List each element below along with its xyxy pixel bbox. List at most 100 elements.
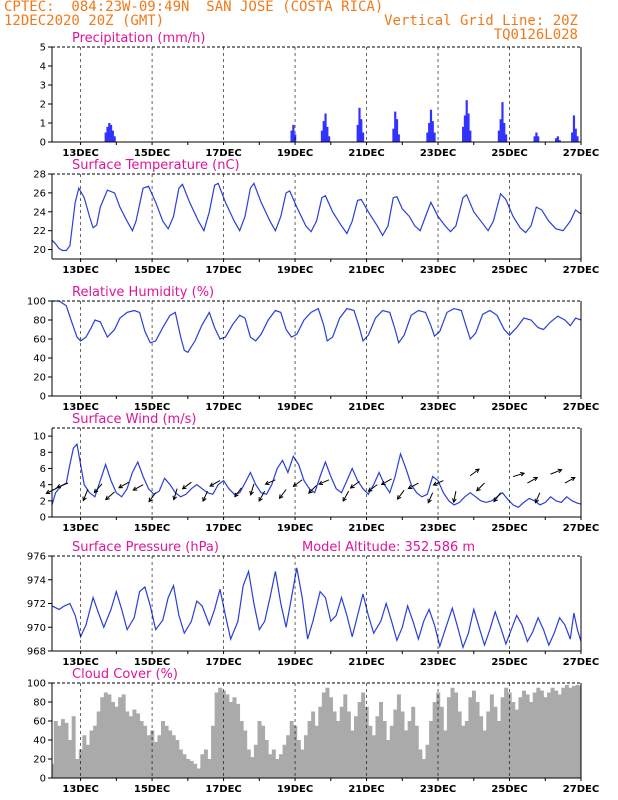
cloud-cover-bar-138 (543, 697, 548, 778)
cloud-cover-xtick-label: 27DEC (563, 784, 599, 795)
pressure-xtick-label: 21DEC (348, 657, 384, 668)
wind-ytick-label: 8 (40, 448, 46, 459)
wind-arrow-30 (476, 482, 485, 492)
temperature-xtick-label: 23DEC (420, 265, 456, 276)
wind-arrow-26 (427, 492, 434, 504)
humidity-ytick-label: 20 (33, 373, 46, 384)
precipitation-bar-38 (535, 132, 538, 142)
precipitation-bar-35 (503, 123, 506, 142)
humidity-ytick-label: 60 (33, 335, 46, 346)
precipitation-bar-2 (108, 123, 111, 142)
cloud-cover-bar-48 (221, 690, 226, 778)
cloud-cover-bar-121 (482, 730, 487, 778)
precipitation-bar-36 (504, 134, 508, 142)
temperature-xtick-label: 13DEC (62, 265, 98, 276)
cloud-cover-bar-65 (282, 744, 287, 778)
cloud-cover-bar-96 (393, 709, 398, 778)
precipitation-bar-39 (537, 136, 540, 142)
precipitation-xtick-label: 13DEC (62, 148, 98, 159)
cloud-cover-ytick-label: 100 (27, 679, 46, 690)
precipitation-bar-23 (428, 123, 431, 142)
cloud-cover-bar-18 (114, 706, 119, 778)
precipitation-bar-14 (356, 124, 359, 142)
cloud-cover-ytick-label: 60 (33, 717, 46, 728)
cloud-cover-bar-97 (396, 694, 401, 778)
cloud-cover-bar-95 (389, 725, 394, 778)
temperature-xtick-label: 25DEC (491, 265, 527, 276)
cloud-cover-bar-62 (271, 749, 276, 778)
precipitation-bar-24 (429, 109, 433, 142)
wind-panel: Surface Wind (m/s) 0 2 4 6 8 10 13DEC 15DEC 17DEC… (33, 412, 599, 534)
cloud-cover-bar-74 (314, 725, 319, 778)
wind-arrow-21 (349, 480, 360, 489)
precipitation-xtick-label: 15DEC (134, 148, 170, 159)
wind-arrow-28 (452, 491, 457, 504)
wind-arrow-16 (278, 489, 287, 500)
cloud-cover-bar-108 (436, 692, 441, 778)
humidity-xtick-label: 25DEC (491, 402, 527, 413)
cloud-cover-bar-134 (529, 702, 534, 778)
precipitation-ytick-label: 2 (40, 100, 46, 111)
cloud-cover-bar-85 (354, 716, 359, 778)
wind-arrow-11 (209, 480, 221, 487)
wind-arrow-33 (527, 477, 539, 484)
precipitation-bar-16 (360, 119, 363, 142)
precipitation-xtick-label: 23DEC (420, 148, 456, 159)
wind-arrow-23 (380, 478, 392, 485)
cloud-cover-bar-1 (53, 721, 58, 778)
temperature-ytick-label: 22 (33, 226, 46, 237)
precipitation-bar-34 (501, 102, 504, 142)
cloud-cover-ytick-label: 20 (33, 755, 46, 766)
precipitation-bar-15 (358, 107, 361, 142)
cloud-cover-bar-86 (357, 702, 362, 778)
wind-arrow-3 (93, 483, 103, 494)
header-station: CPTEC: 084:23W-09:49N SAN JOSE (COSTA RI… (4, 0, 384, 15)
cloud-cover-bar-128 (507, 692, 512, 778)
cloud-cover-bar-14 (100, 697, 105, 778)
wind-arrow-8 (172, 488, 178, 501)
cloud-cover-bar-70 (300, 749, 305, 778)
precipitation-bar-21 (397, 134, 400, 142)
precipitation-bar-25 (431, 121, 434, 142)
wind-xtick-label: 23DEC (420, 523, 456, 534)
cloud-cover-bar-144 (564, 684, 569, 778)
cloud-cover-bar-124 (493, 706, 498, 778)
cloud-cover-bar-56 (250, 757, 255, 778)
temperature-ytick-label: 26 (33, 188, 46, 199)
cloud-cover-bar-69 (296, 740, 301, 778)
cloud-cover-bar-47 (218, 687, 223, 778)
cloud-cover-bar-38 (186, 759, 191, 778)
cloud-cover-bar-9 (82, 735, 87, 778)
cloud-cover-bar-129 (511, 702, 516, 778)
wind-arrow-31 (493, 492, 501, 503)
temperature-xtick-label: 21DEC (348, 265, 384, 276)
cloud-cover-bar-45 (211, 725, 216, 778)
cloud-cover-bar-77 (325, 687, 330, 778)
humidity-ytick-label: 80 (33, 316, 46, 327)
precipitation-bar-27 (462, 126, 465, 142)
humidity-panel: Relative Humidity (%) 0 20 40 60 80 100 13DEC 15… (27, 285, 599, 413)
cloud-cover-bar-25 (139, 721, 144, 778)
precipitation-bar-11 (324, 113, 327, 142)
wind-xtick-label: 25DEC (491, 523, 527, 534)
cloud-cover-bar-103 (418, 749, 423, 778)
cloud-cover-bar-39 (189, 760, 194, 778)
cloud-cover-bar-87 (361, 692, 366, 778)
header-grid-line: Vertical Grid Line: 20Z (384, 13, 578, 29)
cloud-cover-bar-114 (457, 711, 462, 778)
pressure-xtick-label: 15DEC (134, 657, 170, 668)
cloud-cover-bar-139 (547, 692, 552, 778)
humidity-xtick-label: 15DEC (134, 402, 170, 413)
wind-xtick-label: 13DEC (62, 523, 98, 534)
cloud-cover-bar-63 (275, 759, 280, 778)
temperature-xtick-label: 17DEC (205, 265, 241, 276)
precipitation-ytick-label: 5 (40, 43, 46, 54)
precipitation-panel: Precipitation (mm/h) 0 1 2 3 4 5 13DEC 15DEC 17DE… (40, 31, 600, 159)
cloud-cover-bar-140 (550, 687, 555, 778)
cloud-cover-bar-119 (475, 702, 480, 778)
cloud-cover-bar-16 (107, 694, 112, 778)
precipitation-xtick-label: 17DEC (205, 148, 241, 159)
cloud-cover-ytick-label: 0 (40, 774, 46, 785)
cloud-cover-ytick-label: 40 (33, 736, 46, 747)
cloud-cover-bar-49 (225, 694, 230, 778)
